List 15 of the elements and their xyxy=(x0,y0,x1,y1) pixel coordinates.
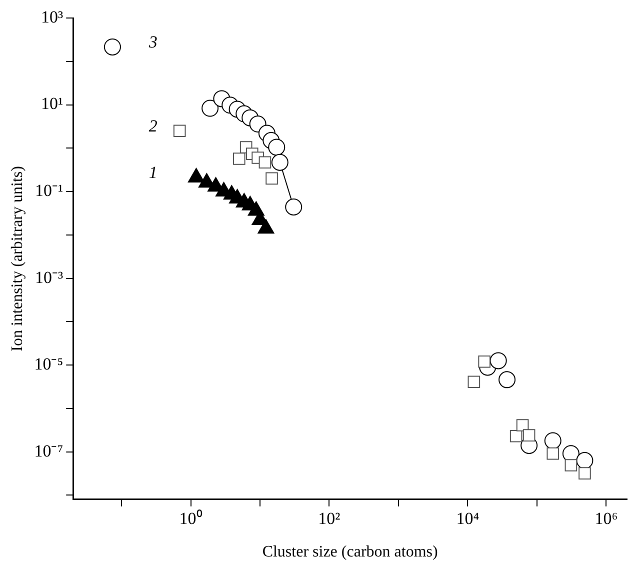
x-tick-label: 10⁴ xyxy=(456,509,480,528)
y-tick-label: 10³ xyxy=(41,7,64,26)
x-axis-title: Cluster size (carbon atoms) xyxy=(262,544,438,561)
x-tick-label: 10⁶ xyxy=(594,509,618,528)
x-tick-label: 10⁰ xyxy=(179,509,202,528)
series-label: 2 xyxy=(148,116,158,136)
y-tick-label: 10⁻¹ xyxy=(35,180,64,200)
y-tick-label: 10⁻⁵ xyxy=(34,354,64,374)
series-label: 3 xyxy=(148,32,158,52)
y-tick-label: 10⁻³ xyxy=(35,268,64,287)
y-tick-label: 10¹ xyxy=(41,94,64,114)
y-tick-label: 10⁻⁷ xyxy=(34,441,64,460)
series-label: 1 xyxy=(148,163,158,182)
y-axis-title: Ion intensity (arbitrary units) xyxy=(8,166,26,352)
x-tick-label: 10² xyxy=(318,509,340,528)
